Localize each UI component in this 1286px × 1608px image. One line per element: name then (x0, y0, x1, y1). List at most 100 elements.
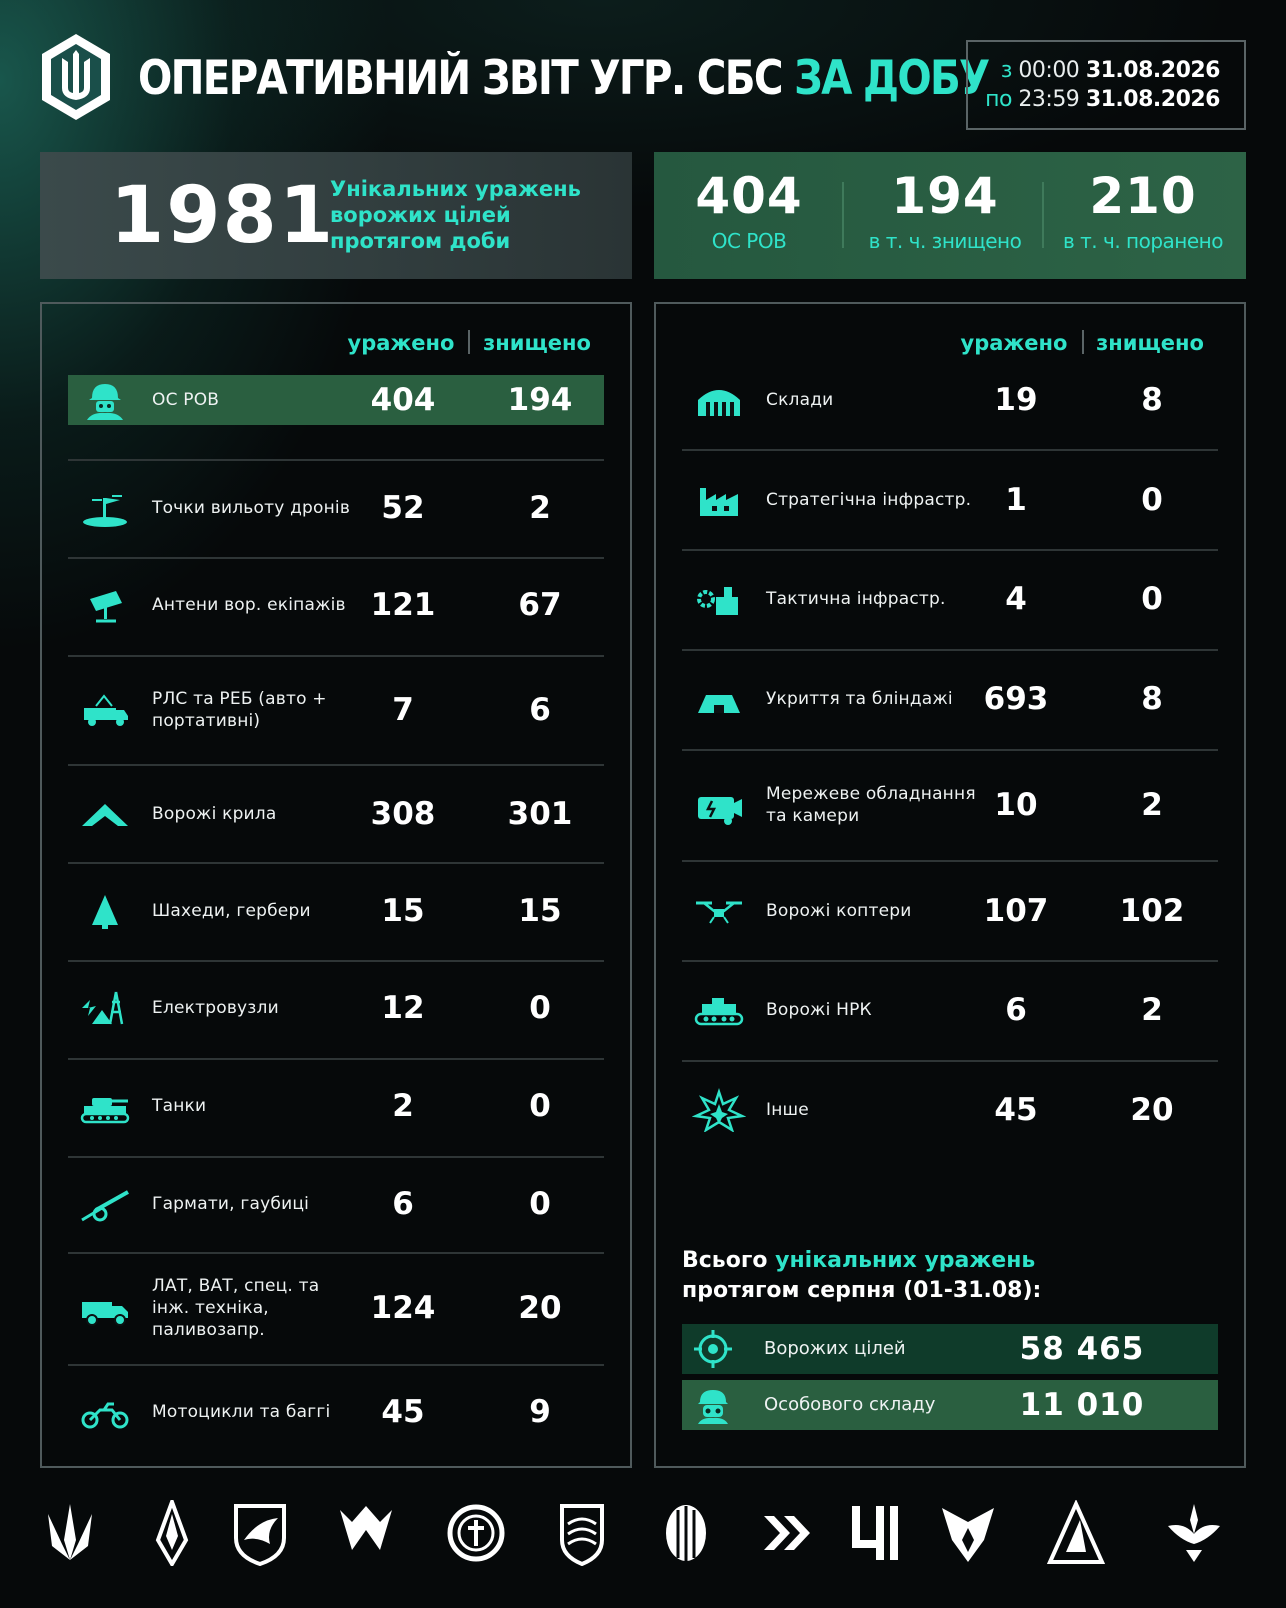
row-destroyed-value: 0 (529, 1088, 551, 1124)
emblem-trident-icon (48, 1504, 92, 1560)
row-hit-value: 308 (370, 796, 436, 832)
row-divider (68, 1058, 604, 1060)
right-col-destroyed: знищено (1096, 331, 1204, 355)
table-row: ОС РОВ 404 194 (68, 375, 604, 425)
warehouse-icon (698, 390, 740, 416)
table-row: РЛС та РЕБ (авто + портативні) 7 6 (68, 680, 604, 740)
table-row: Укриття та бліндажі 693 8 (682, 669, 1218, 729)
row-hit-value: 19 (994, 382, 1038, 418)
row-label: Ворожі крила (152, 804, 277, 824)
row-destroyed-value: 102 (1119, 893, 1185, 929)
row-hit-value: 404 (370, 382, 436, 418)
row-hit-value: 12 (381, 990, 425, 1026)
factory-icon (700, 488, 738, 516)
row-divider (68, 862, 604, 864)
target-icon (694, 1330, 732, 1368)
gear-building-icon (697, 587, 738, 615)
motorcycle-icon (81, 1402, 129, 1429)
monthly-title: Всього унікальних уражень протягом серпн… (682, 1248, 1042, 1303)
antenna-icon (90, 591, 122, 623)
row-hit-value: 6 (392, 1186, 414, 1222)
row-divider (682, 860, 1218, 862)
personnel-wounded: 210 в т. ч. поранено (1063, 167, 1224, 253)
table-row: Антени вор. екіпажів 121 67 (68, 575, 604, 635)
emblem-winged-icon (942, 1508, 994, 1562)
row-destroyed-value: 301 (507, 796, 573, 832)
row-hit-value: 107 (983, 893, 1049, 929)
row-divider (68, 1252, 604, 1254)
row-destroyed-value: 67 (518, 587, 562, 623)
row-label: Ворожі НРК (766, 1000, 872, 1020)
row-label: Точки вильоту дронів (152, 498, 351, 518)
row-hit-value: 10 (994, 787, 1038, 823)
monthly-personnel-row: Особового складу 11 010 (682, 1380, 1218, 1430)
table-row: Точки вильоту дронів 52 2 (68, 478, 604, 538)
row-hit-value: 124 (370, 1290, 436, 1326)
row-label: Мотоцикли та баггі (152, 1402, 331, 1422)
emblem-triangle-icon (1046, 1500, 1106, 1564)
table-row: Електровузли 12 0 (68, 978, 604, 1038)
row-hit-value: 693 (983, 681, 1049, 717)
period-to: по 23:59 31.08.2026 (985, 87, 1220, 112)
emblem-helmet-icon (666, 1505, 706, 1562)
table-row: Мотоцикли та баггі 45 9 (68, 1382, 604, 1442)
emblem-shield-eagle-icon (234, 1504, 286, 1566)
personnel-box: 404 ОС РОВ 194 в т. ч. знищено 210 в т. … (654, 152, 1246, 279)
row-divider (682, 449, 1218, 451)
row-label: РЛС та РЕБ (авто + портативні) (152, 689, 327, 731)
row-destroyed-value: 2 (1141, 787, 1163, 823)
table-row: Ворожі коптери 107 102 (682, 881, 1218, 941)
ground-robot-icon (694, 998, 744, 1026)
shahed-icon (92, 895, 118, 929)
table-row: Стратегічна інфрастр. 1 0 (682, 470, 1218, 530)
soldier-icon (87, 384, 123, 420)
row-label: ОС РОВ (152, 390, 220, 410)
row-destroyed-value: 15 (518, 893, 562, 929)
row-destroyed-value: 194 (507, 382, 573, 418)
row-label: Танки (152, 1096, 207, 1116)
page-title: ОПЕРАТИВНИЙ ЗВІТ УГР. СБС ЗА ДОБУ (138, 51, 990, 106)
emblem-eagle-icon (340, 1506, 392, 1550)
row-divider (68, 655, 604, 657)
row-label: Мережеве обладнання та камери (766, 784, 976, 826)
row-label: Стратегічна інфрастр. (766, 490, 972, 510)
row-label: Шахеди, гербери (152, 901, 311, 921)
emblem-round-seal-icon (447, 1504, 505, 1562)
explosion-icon (692, 1088, 746, 1132)
table-row: Шахеди, гербери 15 15 (68, 881, 604, 941)
network-camera-icon (698, 797, 742, 825)
emblem-double-chevron-icon (764, 1516, 810, 1550)
right-col-hit: уражено (960, 331, 1068, 355)
row-divider (682, 649, 1218, 651)
row-destroyed-value: 20 (1130, 1092, 1174, 1128)
row-hit-value: 6 (1005, 992, 1027, 1028)
row-hit-value: 15 (381, 893, 425, 929)
row-hit-value: 45 (381, 1394, 425, 1430)
emblem-winged-trident-icon (1168, 1504, 1220, 1562)
howitzer-icon (81, 1190, 129, 1222)
row-label: Склади (766, 390, 834, 410)
row-destroyed-value: 0 (529, 1186, 551, 1222)
row-label: Електровузли (152, 998, 279, 1018)
unique-hits-label: Унікальних уражень ворожих цілей протяго… (330, 177, 581, 253)
row-hit-value: 1 (1005, 482, 1027, 518)
row-divider (68, 557, 604, 559)
bunker-icon (698, 695, 740, 713)
emblem-sword-icon (155, 1500, 189, 1566)
row-destroyed-value: 20 (518, 1290, 562, 1326)
row-hit-value: 2 (392, 1088, 414, 1124)
table-row: Тактична інфрастр. 4 0 (682, 569, 1218, 629)
radar-truck-icon (84, 694, 128, 726)
row-label: Інше (766, 1100, 809, 1120)
table-row: ЛАТ, ВАТ, спец. та інж. техніка, паливоз… (68, 1276, 604, 1340)
row-divider (682, 1060, 1218, 1062)
row-divider (682, 549, 1218, 551)
left-panel (40, 302, 632, 1468)
row-divider (682, 749, 1218, 751)
row-destroyed-value: 9 (529, 1394, 551, 1430)
left-col-destroyed: знищено (483, 331, 591, 355)
row-divider (682, 960, 1218, 962)
row-label: Тактична інфрастр. (766, 589, 946, 609)
table-row: Танки 2 0 (68, 1076, 604, 1136)
monthly-targets-row: Ворожих цілей 58 465 (682, 1324, 1218, 1374)
